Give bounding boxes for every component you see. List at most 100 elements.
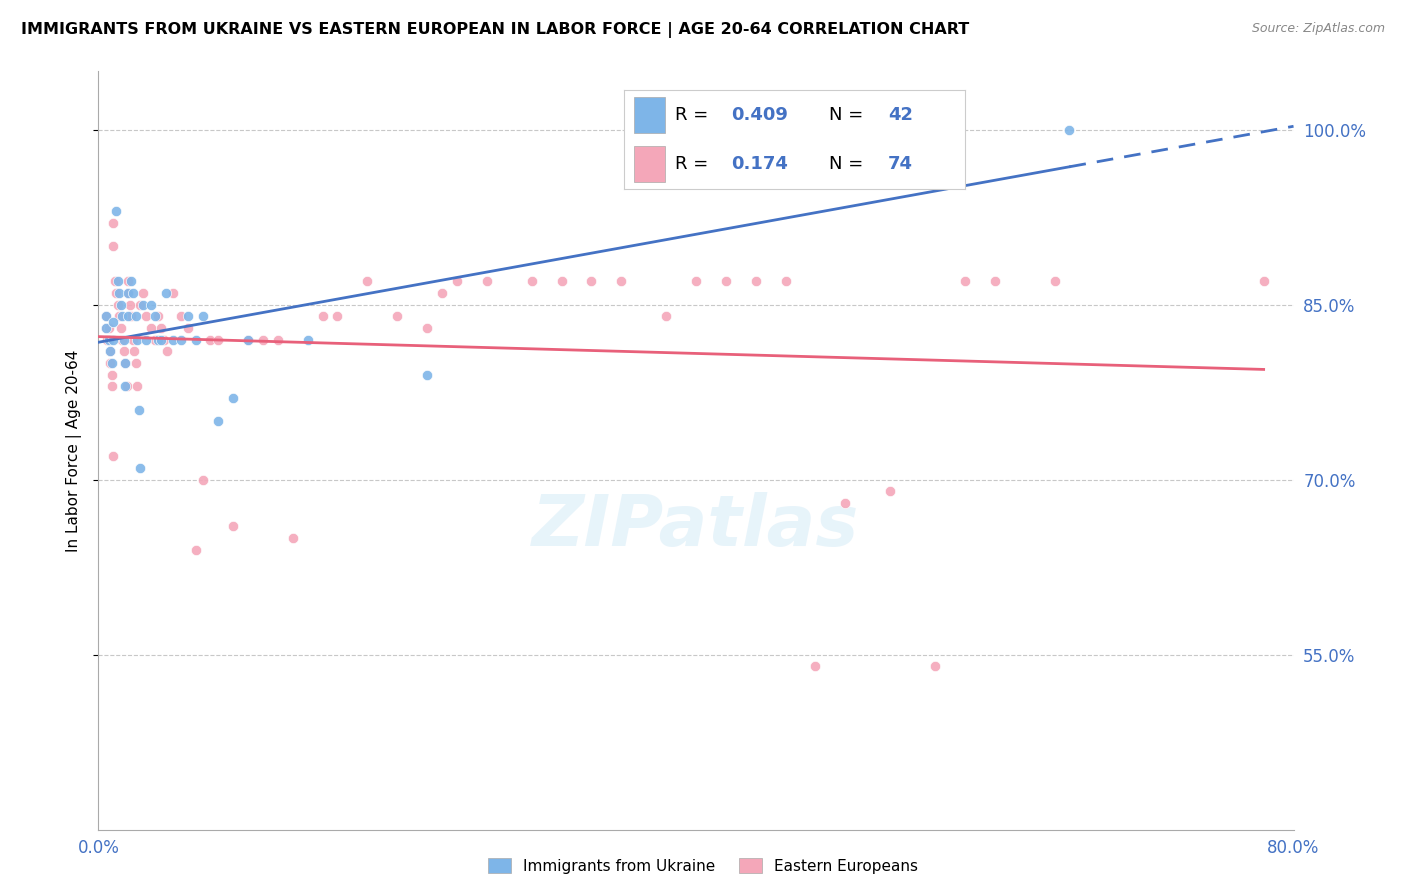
Point (125, 356, 148, 370)
Point (953, 274, 976, 288)
Point (132, 285, 155, 300)
Point (984, 274, 1007, 288)
Point (177, 321, 200, 335)
Point (110, 321, 132, 335)
Point (745, 274, 768, 288)
Point (222, 519, 245, 533)
Point (117, 310, 139, 324)
Point (416, 368, 439, 382)
Point (114, 379, 136, 393)
Point (191, 473, 214, 487)
Point (94, 321, 117, 335)
Point (326, 310, 349, 324)
Text: Source: ZipAtlas.com: Source: ZipAtlas.com (1251, 22, 1385, 36)
Point (94, 321, 117, 335)
Point (169, 333, 191, 347)
Point (105, 204, 128, 219)
Point (150, 333, 173, 347)
Point (155, 285, 177, 300)
Point (908, 158, 931, 172)
Point (103, 450, 125, 464)
Point (153, 333, 176, 347)
Point (236, 333, 259, 347)
Point (98, 344, 122, 359)
Point (191, 310, 214, 324)
Point (124, 344, 146, 359)
Point (252, 333, 274, 347)
Point (121, 285, 143, 300)
Point (267, 333, 290, 347)
Point (804, 659, 827, 673)
Point (775, 274, 797, 288)
Point (94, 310, 117, 324)
Point (139, 298, 162, 312)
Point (120, 310, 142, 324)
Point (430, 285, 453, 300)
Point (108, 285, 131, 300)
Point (655, 310, 678, 324)
Point (143, 333, 166, 347)
Text: ZIPatlas: ZIPatlas (533, 491, 859, 561)
Point (162, 333, 184, 347)
Point (127, 333, 149, 347)
Point (924, 659, 946, 673)
Point (101, 356, 124, 370)
Point (150, 321, 173, 335)
Point (98, 356, 122, 370)
Point (879, 484, 901, 499)
Point (103, 239, 125, 253)
Point (135, 310, 157, 324)
Point (94, 310, 117, 324)
Point (114, 356, 136, 370)
Point (207, 333, 229, 347)
Point (105, 285, 128, 300)
Point (108, 310, 131, 324)
Point (101, 379, 124, 393)
Legend: Immigrants from Ukraine, Eastern Europeans: Immigrants from Ukraine, Eastern Europea… (482, 852, 924, 880)
Point (236, 333, 259, 347)
Point (1253, 274, 1275, 288)
Point (98, 344, 122, 359)
Point (297, 333, 319, 347)
Point (104, 274, 127, 288)
Point (1059, 122, 1081, 136)
Point (446, 274, 468, 288)
Point (127, 379, 149, 393)
Point (111, 333, 134, 347)
Point (111, 310, 134, 324)
Point (148, 310, 170, 324)
Point (117, 274, 139, 288)
Point (120, 274, 142, 288)
Point (714, 274, 737, 288)
Point (311, 310, 333, 324)
Point (97, 321, 120, 335)
Point (385, 310, 409, 324)
Point (156, 344, 179, 359)
Point (97, 333, 120, 347)
Point (112, 344, 135, 359)
Point (132, 298, 155, 312)
Point (550, 274, 572, 288)
Point (101, 368, 124, 382)
Point (184, 542, 207, 557)
Point (356, 274, 378, 288)
Point (118, 298, 141, 312)
Point (135, 333, 157, 347)
Point (121, 333, 143, 347)
Point (685, 274, 707, 288)
Point (139, 321, 162, 335)
Point (129, 298, 152, 312)
Point (520, 274, 543, 288)
Y-axis label: In Labor Force | Age 20-64: In Labor Force | Age 20-64 (66, 350, 83, 551)
Point (177, 310, 200, 324)
Point (110, 298, 132, 312)
Point (112, 333, 135, 347)
Point (129, 461, 152, 475)
Point (114, 356, 136, 370)
Point (148, 333, 170, 347)
Point (222, 391, 245, 405)
Point (610, 274, 633, 288)
Point (281, 531, 304, 545)
Point (143, 310, 166, 324)
Point (96, 333, 118, 347)
